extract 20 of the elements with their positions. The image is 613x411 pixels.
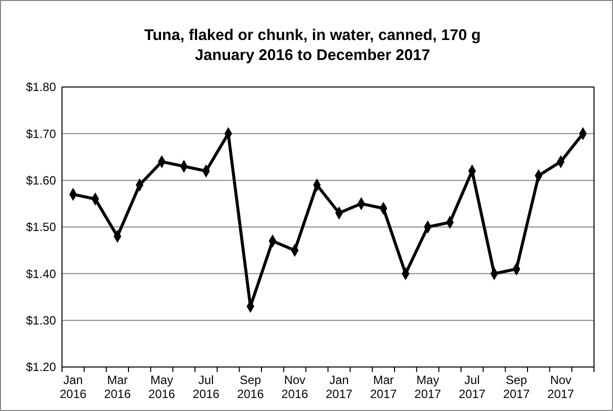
x-tick-label: Nov 2016 <box>281 373 308 401</box>
x-tick-label: Sep 2016 <box>237 373 264 401</box>
y-tick-label: $1.70 <box>26 126 56 141</box>
chart-title: Tuna, flaked or chunk, in water, canned, 170 g January 2016 to December 2017 <box>144 27 481 64</box>
x-tick-label: Sep 2017 <box>503 373 530 401</box>
y-tick-label: $1.40 <box>26 266 56 281</box>
y-tick-label: $1.60 <box>26 174 56 188</box>
x-tick-label: Mar 2017 <box>370 373 398 401</box>
y-tick-label: $1.80 <box>26 80 56 94</box>
y-tick-label: $1.20 <box>26 360 56 374</box>
x-tick-label: Jan 2016 <box>60 373 87 401</box>
x-tick-label: May 2016 <box>148 373 176 401</box>
x-tick-label: Nov 2017 <box>547 373 574 401</box>
x-tick-label: May 2017 <box>414 373 442 401</box>
x-tick-label: Jul 2017 <box>458 373 486 401</box>
x-tick-label: Mar 2016 <box>104 373 132 401</box>
x-tick-label: Jan 2017 <box>326 373 353 401</box>
y-tick-label: $1.50 <box>26 220 56 234</box>
y-tick-label: $1.30 <box>26 314 56 328</box>
x-tick-label: Jul 2016 <box>192 373 220 401</box>
